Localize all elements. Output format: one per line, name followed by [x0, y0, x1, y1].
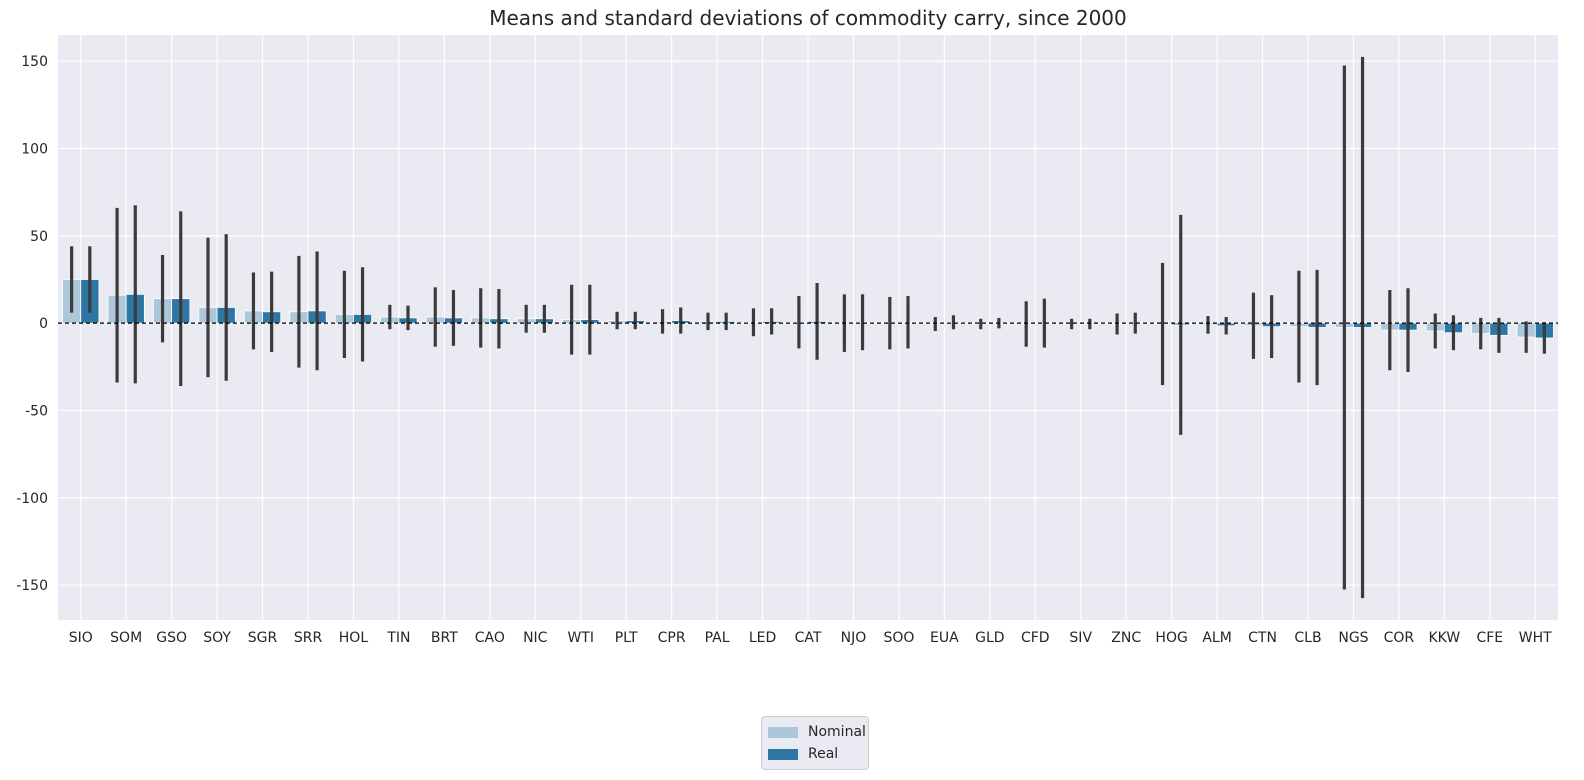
y-tick-label: 100: [21, 142, 48, 158]
x-tick-label: CFE: [1476, 630, 1503, 646]
x-tick-label: SIV: [1069, 630, 1092, 646]
x-tick-label: SOY: [203, 630, 231, 646]
x-tick-label: SOO: [883, 630, 914, 646]
legend-item-nominal: Nominal: [768, 722, 866, 742]
x-tick-label: CAT: [795, 630, 822, 646]
x-tick-label: PAL: [705, 630, 730, 646]
legend-label-real: Real: [808, 746, 839, 762]
x-tick-label: ALM: [1202, 630, 1231, 646]
x-tick-label: SRR: [294, 630, 323, 646]
x-tick-label: SGR: [248, 630, 278, 646]
x-tick-label: HOL: [339, 630, 369, 646]
legend-swatch-real: [768, 748, 798, 760]
x-tick-label: EUA: [930, 630, 959, 646]
x-tick-label: TIN: [386, 630, 410, 646]
x-tick-label: CLB: [1294, 630, 1321, 646]
x-tick-label: GLD: [975, 630, 1004, 646]
x-tick-label: SOM: [110, 630, 142, 646]
x-tick-label: ZNC: [1111, 630, 1141, 646]
x-tick-label: CPR: [658, 630, 686, 646]
x-tick-label: COR: [1384, 630, 1415, 646]
x-tick-label: CFD: [1021, 630, 1050, 646]
x-tick-label: WHT: [1519, 630, 1552, 646]
x-tick-label: NGS: [1338, 630, 1368, 646]
legend-label-nominal: Nominal: [808, 724, 866, 740]
x-tick-label: KKW: [1429, 630, 1461, 646]
legend-item-real: Real: [768, 744, 838, 764]
x-tick-label: SIO: [69, 630, 93, 646]
y-tick-label: -150: [16, 578, 48, 594]
x-tick-label: GSO: [156, 630, 187, 646]
x-tick-label: BRT: [431, 630, 458, 646]
legend-swatch-nominal: [768, 726, 798, 738]
x-tick-label: WTI: [567, 630, 594, 646]
x-tick-label: CTN: [1248, 630, 1277, 646]
y-tick-label: 50: [30, 229, 48, 245]
x-tick-label: LED: [749, 630, 776, 646]
plot-area: -150 -100 -50 0 50 100 150 SIO SOM GSO SOY SGR SRR HO…: [16, 35, 1558, 646]
legend: Nominal Real: [761, 716, 869, 770]
x-tick-label: HOG: [1155, 630, 1187, 646]
x-tick-label: NIC: [523, 630, 548, 646]
y-tick-label: 0: [39, 316, 48, 332]
x-tick-label: PLT: [615, 630, 638, 646]
x-tick-label: NJO: [841, 630, 867, 646]
y-tick-label: -100: [16, 491, 48, 507]
y-tick-label: -50: [25, 403, 48, 419]
x-tick-label: CAO: [475, 630, 505, 646]
chart-title: Means and standard deviations of commodi…: [489, 6, 1127, 30]
y-tick-label: 150: [21, 54, 48, 70]
